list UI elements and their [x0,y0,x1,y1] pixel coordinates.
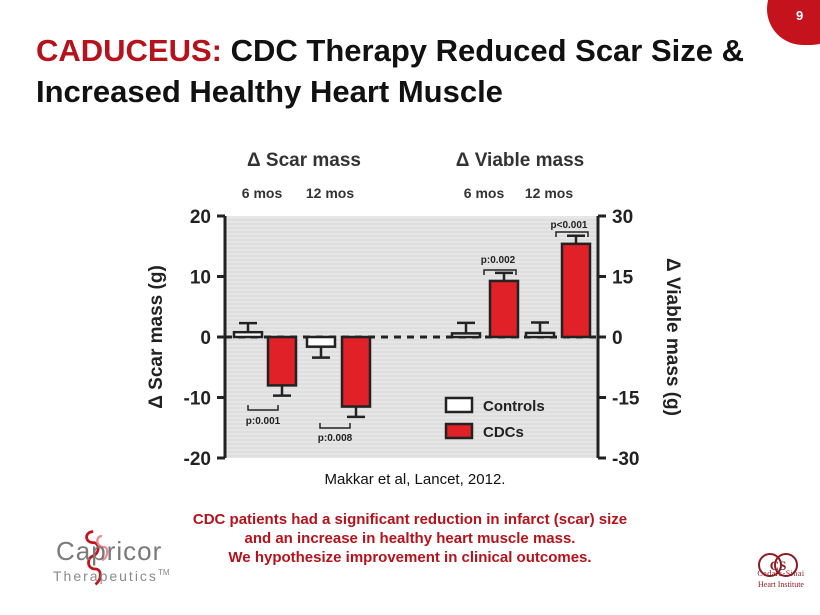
right-tick-label: -30 [612,449,639,470]
title-rest: CDC Therapy Reduced Scar Size & Increase… [36,33,745,109]
summary-line-3: We hypothesize improvement in clinical o… [228,549,592,566]
category-label: 12 mos [306,185,354,201]
left-tick-label: -20 [184,449,211,470]
controls-bar [450,332,482,339]
left-tick-label: 0 [200,328,211,349]
left-tick-label: 10 [190,268,211,289]
capricor-sub-text: Therapeutics [53,568,158,584]
group-title: Δ Scar mass [247,150,361,171]
page-number: 9 [796,8,804,23]
legend-controls-label: Controls [483,398,545,415]
summary-line-1: CDC patients had a significant reduction… [192,511,628,528]
legend-cdcs-swatch [444,422,474,440]
pvalue-label: p:0.002 [481,255,516,266]
left-axis-label: Δ Scar mass (g) [146,265,167,409]
summary-text: CDC patients had a significant reduction… [130,510,690,567]
capricor-logo-icon [85,530,109,586]
right-tick-label: 30 [612,207,633,228]
capricor-tm: TM [157,568,170,577]
category-label: 6 mos [464,185,505,201]
cdcs-bar [340,335,372,408]
cedars-sinai-logo-icon: CS [758,553,798,577]
category-label: 6 mos [242,185,283,201]
right-tick-label: 15 [612,268,634,289]
right-axis-label: Δ Viable mass (g) [662,258,683,416]
summary-line-2: and an increase in healthy heart muscle … [244,530,576,547]
group-title: Δ Viable mass [456,150,584,171]
right-tick-label: 0 [612,328,623,349]
cdcs-bar [266,335,298,387]
pvalue-bracket [247,405,279,411]
legend-cdcs-label: CDCs [483,424,524,441]
legend-controls-swatch [444,396,474,414]
right-tick-label: -15 [612,389,640,410]
controls-bar [232,330,264,339]
cedars-mark: CS [770,558,787,573]
pvalue-bracket [555,231,589,237]
pvalue-bracket [319,423,351,429]
slide-title: CADUCEUS: CDC Therapy Reduced Scar Size … [36,30,776,112]
cdcs-bar [560,242,592,339]
cedars-heart-institute: Heart Institute [758,580,804,589]
pvalue-bracket [483,269,517,275]
pvalue-label: p<0.001 [551,220,588,231]
capricor-name: Capricor [56,536,163,566]
left-tick-label: 20 [190,207,211,228]
category-label: 12 mos [525,185,573,201]
cdcs-bar [488,279,520,339]
citation: Makkar et al, Lancet, 2012. [324,471,506,488]
pvalue-label: p:0.001 [246,416,281,427]
controls-bar [305,335,337,348]
title-accent: CADUCEUS: [36,33,222,68]
cedars-sinai-name: Cedars-Sinai [757,569,805,578]
left-tick-label: -10 [184,389,211,410]
pvalue-label: p:0.008 [318,433,353,444]
controls-bar [524,331,556,339]
capricor-subtitle: TherapeuticsTM [53,568,170,584]
